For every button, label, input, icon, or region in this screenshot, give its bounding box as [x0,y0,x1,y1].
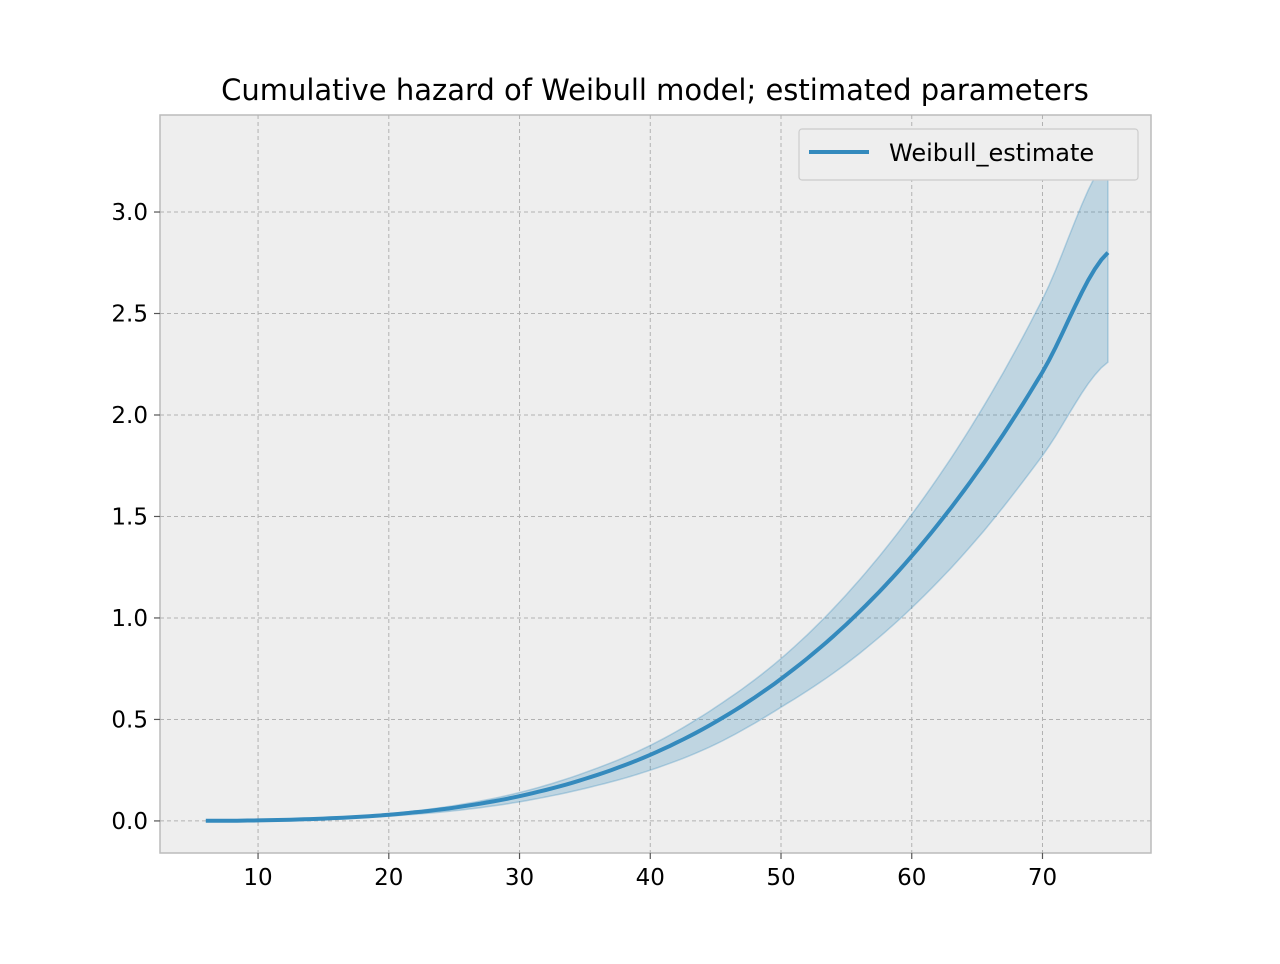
plot-area [159,114,1152,854]
chart-title: Cumulative hazard of Weibull model; esti… [221,73,1089,107]
y-tick-label: 0.0 [111,809,148,835]
y-tick-label: 3.0 [111,200,148,226]
y-tick-label: 2.5 [111,302,148,328]
legend-label: Weibull_estimate [889,139,1094,167]
y-tick-label: 1.5 [111,504,148,530]
x-tick-label: 60 [897,865,926,891]
x-tick-label: 30 [505,865,534,891]
series-line [205,251,1110,823]
y-tick-label: 0.5 [111,707,148,733]
x-tick-label: 40 [636,865,665,891]
grid [160,115,1151,853]
x-tick-label: 50 [766,865,795,891]
ticks: 10 20 30 40 50 60 70 0.0 0.5 1.0 1.5 2.0 2.5 3.0 [111,200,1057,891]
legend-box [798,128,1139,181]
x-tick-label: 70 [1028,865,1057,891]
y-tick-label: 1.0 [111,606,148,632]
legend: Weibull_estimate [798,128,1139,181]
x-tick-label: 10 [243,865,272,891]
confidence-band [205,154,1109,822]
x-tick-label: 20 [374,865,403,891]
y-tick-label: 2.0 [111,403,148,429]
series-marks [205,154,1110,823]
